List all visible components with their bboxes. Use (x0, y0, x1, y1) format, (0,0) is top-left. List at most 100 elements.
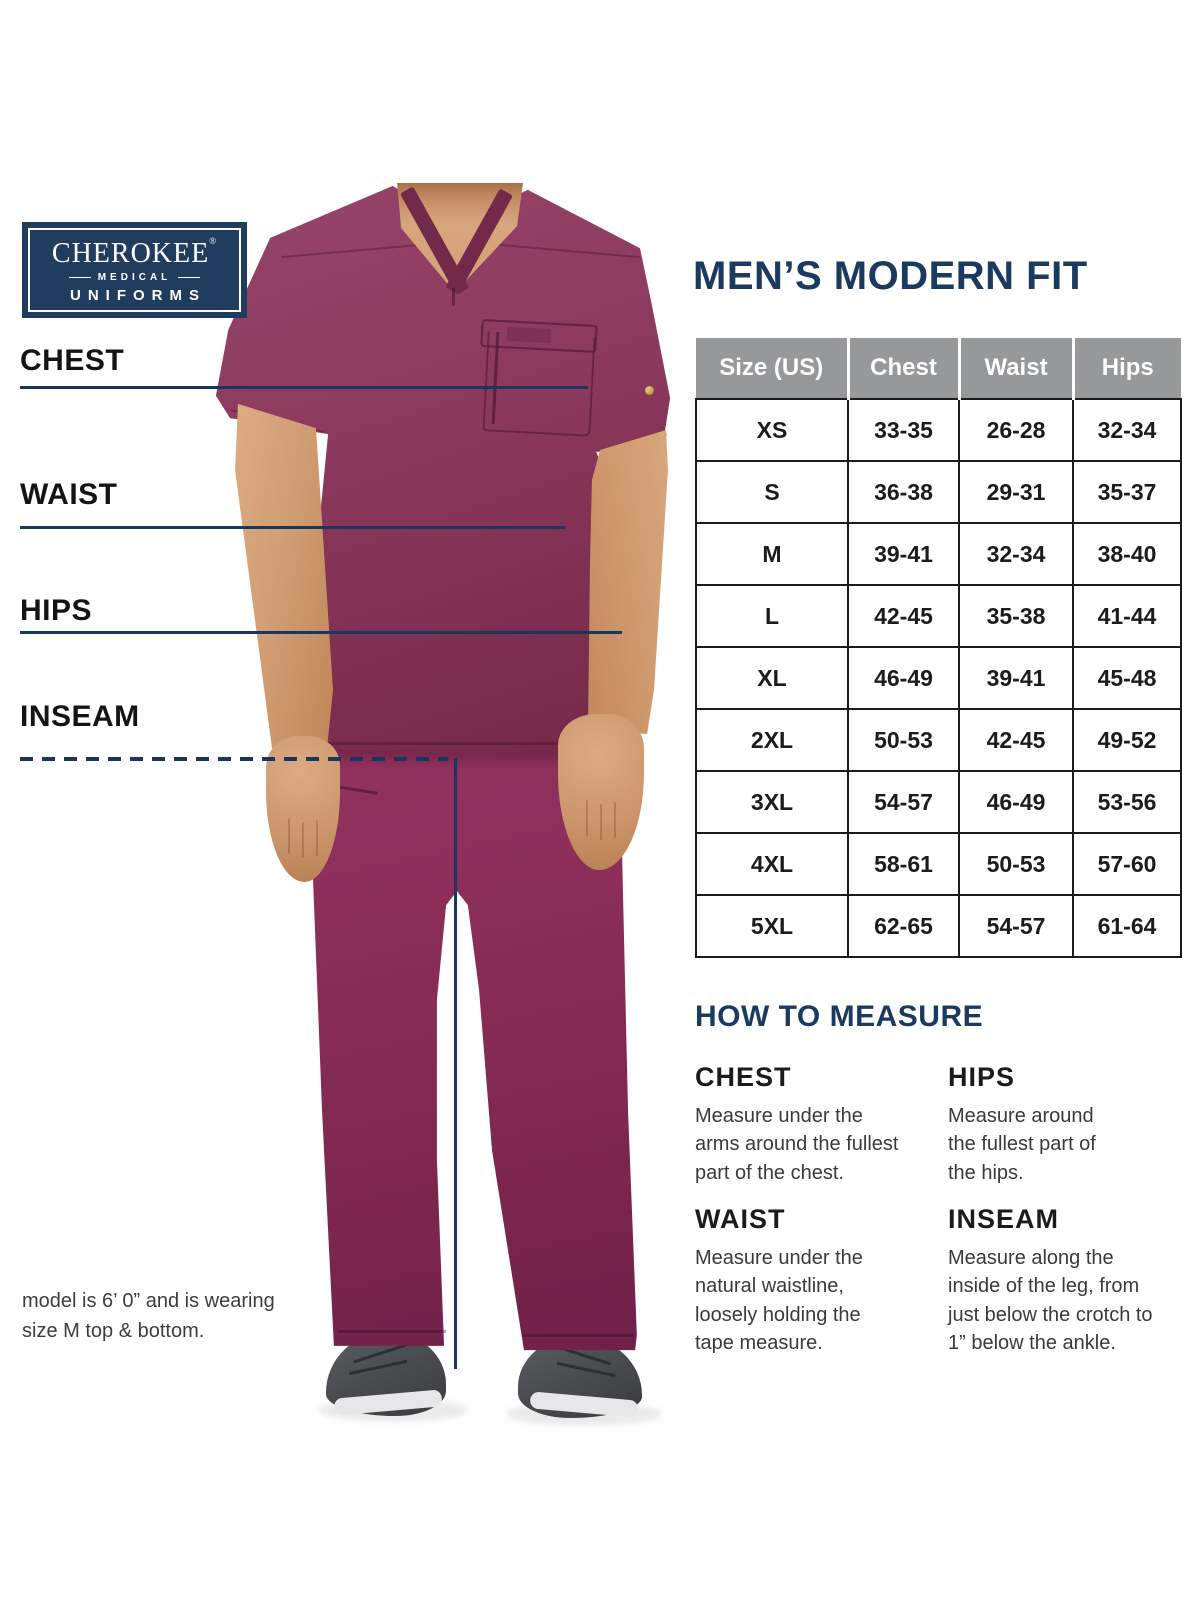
logo-dash (178, 276, 201, 278)
measure-instruction-waist: WAIST Measure under the natural waistlin… (695, 1204, 895, 1358)
vneck-notch (452, 288, 455, 306)
instruction-text: Measure around the fullest part of the h… (948, 1105, 1096, 1184)
size-cell: 39-41 (847, 522, 960, 586)
logo-border: CHEROKEE® MEDICAL UNIFORMS (28, 228, 241, 312)
size-cell: 36-38 (847, 460, 960, 524)
size-cell: 41-44 (1072, 584, 1182, 648)
brand-logo: CHEROKEE® MEDICAL UNIFORMS (22, 222, 247, 318)
model-note: model is 6’ 0” and is wearing size M top… (22, 1290, 275, 1342)
size-row: L 42-45 35-38 41-44 (695, 584, 1182, 648)
right-cuff-line (522, 1334, 634, 1337)
size-cell: 54-57 (847, 770, 960, 834)
size-cell: 33-35 (847, 398, 960, 462)
size-cell: 62-65 (847, 894, 960, 958)
size-row: M 39-41 32-34 38-40 (695, 522, 1182, 586)
right-hand-finger-line (614, 802, 616, 838)
instruction-label: INSEAM (948, 1204, 1060, 1234)
size-cell: 5XL (695, 894, 849, 958)
column-header: Waist (959, 338, 1075, 399)
inseam-label: INSEAM (20, 700, 140, 733)
instruction-label: WAIST (695, 1204, 786, 1234)
size-cell: 26-28 (958, 398, 1074, 462)
left-hand-finger-line (302, 822, 304, 858)
chest-pocket (482, 331, 596, 437)
instruction-label: CHEST (695, 1062, 792, 1092)
instruction-text: Measure under the arms around the fulles… (695, 1105, 899, 1184)
chest-label: CHEST (20, 344, 125, 377)
left-cuff-line (338, 1330, 446, 1333)
logo-medical-text: MEDICAL (97, 271, 172, 283)
registered-mark: ® (209, 235, 218, 246)
right-hand-finger-line (586, 800, 588, 836)
chest-line (20, 386, 588, 389)
right-hand (558, 714, 644, 870)
size-cell: 4XL (695, 832, 849, 896)
size-row: 2XL 50-53 42-45 49-52 (695, 708, 1182, 772)
size-cell: 49-52 (1072, 708, 1182, 772)
size-cell: 58-61 (847, 832, 960, 896)
right-hand-finger-line (600, 804, 602, 840)
left-hand-finger-line (288, 818, 290, 854)
inseam-vertical-line (454, 758, 457, 1369)
size-cell: S (695, 460, 849, 524)
logo-uniforms-text: UNIFORMS (70, 286, 206, 304)
size-row: S 36-38 29-31 35-37 (695, 460, 1182, 524)
instruction-label: HIPS (948, 1062, 1016, 1092)
size-cell: 45-48 (1072, 646, 1182, 710)
size-row: 4XL 58-61 50-53 57-60 (695, 832, 1182, 896)
size-cell: L (695, 584, 849, 648)
size-row: XS 33-35 26-28 32-34 (695, 398, 1182, 462)
column-header: Size (US) (696, 338, 850, 399)
size-cell: 42-45 (847, 584, 960, 648)
instruction-text: Measure under the natural waistline, loo… (695, 1247, 863, 1355)
size-table: Size (US) Chest Waist Hips XS 33-35 26-28 32-34… (695, 338, 1182, 958)
size-cell: 46-49 (847, 646, 960, 710)
size-table-header-row: Size (US) Chest Waist Hips (696, 338, 1181, 399)
waist-label: WAIST (20, 478, 118, 511)
gold-stud (645, 386, 654, 395)
size-cell: 3XL (695, 770, 849, 834)
instruction-text: Measure along the inside of the leg, fro… (948, 1247, 1153, 1355)
size-cell: 39-41 (958, 646, 1074, 710)
waist-line (20, 526, 565, 529)
size-cell: 32-34 (958, 522, 1074, 586)
how-to-measure-heading: HOW TO MEASURE (695, 1000, 984, 1033)
size-row: 5XL 62-65 54-57 61-64 (695, 894, 1182, 958)
size-cell: 2XL (695, 708, 849, 772)
size-cell: 57-60 (1072, 832, 1182, 896)
brand-name: CHEROKEE® (51, 235, 218, 269)
size-row: XL 46-49 39-41 45-48 (695, 646, 1182, 710)
logo-medical-row: MEDICAL (68, 271, 201, 283)
size-cell: 53-56 (1072, 770, 1182, 834)
measure-instruction-hips: HIPS Measure around the fullest part of … (948, 1062, 1113, 1187)
left-forearm (235, 403, 334, 749)
hips-label: HIPS (20, 594, 93, 627)
column-header: Hips (1073, 338, 1181, 399)
hips-line (20, 631, 622, 634)
size-cell: XL (695, 646, 849, 710)
size-cell: 38-40 (1072, 522, 1182, 586)
size-cell: 61-64 (1072, 894, 1182, 958)
size-cell: 46-49 (958, 770, 1074, 834)
measure-instruction-inseam: INSEAM Measure along the inside of the l… (948, 1204, 1158, 1358)
size-cell: 29-31 (958, 460, 1074, 524)
inseam-dashed-line (20, 757, 448, 761)
logo-dash (68, 276, 91, 278)
size-cell: 50-53 (847, 708, 960, 772)
size-cell: 42-45 (958, 708, 1074, 772)
size-cell: M (695, 522, 849, 586)
pocket-brand-label (506, 326, 552, 344)
size-cell: XS (695, 398, 849, 462)
top-hem-line (310, 742, 610, 745)
column-header: Chest (848, 338, 961, 399)
measure-instruction-chest: CHEST Measure under the arms around the … (695, 1062, 910, 1187)
page-title: MEN’S MODERN FIT (693, 254, 1088, 298)
size-cell: 35-37 (1072, 460, 1182, 524)
size-cell: 35-38 (958, 584, 1074, 648)
size-cell: 54-57 (958, 894, 1074, 958)
size-cell: 50-53 (958, 832, 1074, 896)
size-cell: 32-34 (1072, 398, 1182, 462)
size-row: 3XL 54-57 46-49 53-56 (695, 770, 1182, 834)
